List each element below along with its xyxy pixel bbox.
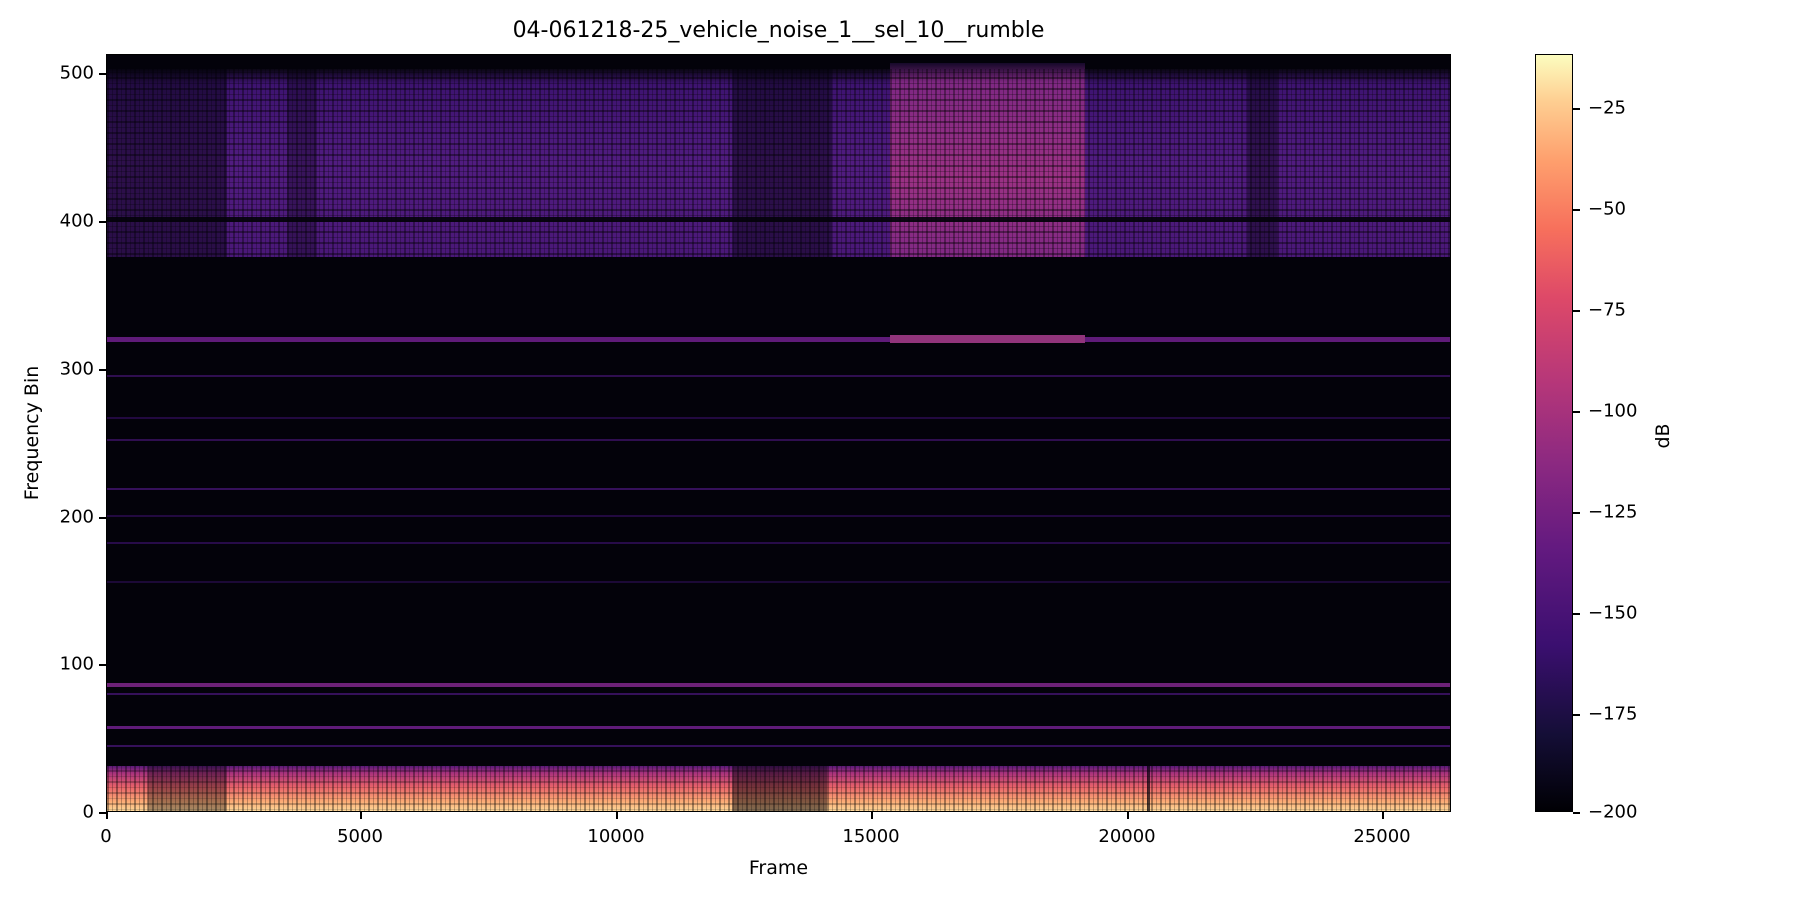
y-tick-mark: [99, 664, 106, 666]
y-tick-label: 400: [59, 210, 94, 232]
x-tick-mark: [1382, 812, 1384, 819]
colorbar-tick-mark: [1573, 209, 1580, 211]
x-tick-label: 10000: [587, 826, 645, 847]
colorbar-tick-mark: [1573, 512, 1580, 514]
x-tick-mark: [106, 812, 108, 819]
x-tick-label: 25000: [1353, 826, 1411, 847]
colorbar-tick-label: −125: [1588, 501, 1638, 523]
y-tick-mark: [99, 73, 106, 75]
colorbar-tick-mark: [1573, 411, 1580, 413]
x-tick-label: 0: [100, 826, 112, 847]
colorbar-tick-label: −150: [1588, 602, 1638, 624]
colorbar-tick-label: −100: [1588, 400, 1638, 422]
y-tick-label: 0: [82, 801, 94, 823]
y-tick-label: 300: [59, 358, 94, 380]
x-tick-mark: [1127, 812, 1129, 819]
spectrogram-image: [107, 55, 1450, 811]
colorbar-tick-label: −175: [1588, 703, 1638, 725]
chart-title: 04-061218-25_vehicle_noise_1__sel_10__ru…: [512, 18, 1045, 43]
colorbar-tick-label: −50: [1588, 198, 1626, 220]
y-tick-mark: [99, 369, 106, 371]
colorbar-tick-label: −75: [1588, 299, 1626, 321]
spectrogram-plot-area: [106, 54, 1451, 812]
colorbar-label: dB: [1652, 423, 1674, 449]
colorbar-tick-mark: [1573, 310, 1580, 312]
y-tick-mark: [99, 812, 106, 814]
y-tick-label: 100: [59, 653, 94, 675]
colorbar-tick-mark: [1573, 108, 1580, 110]
colorbar-tick-label: −200: [1588, 801, 1638, 823]
y-tick-label: 500: [59, 62, 94, 84]
colorbar-tick-label: −25: [1588, 97, 1626, 119]
y-axis-label: Frequency Bin: [21, 365, 43, 501]
y-tick-label: 200: [59, 506, 94, 528]
x-tick-label: 5000: [337, 826, 383, 847]
x-tick-mark: [871, 812, 873, 819]
colorbar-tick-mark: [1573, 613, 1580, 615]
y-tick-mark: [99, 517, 106, 519]
y-tick-mark: [99, 221, 106, 223]
x-axis-label: Frame: [748, 857, 809, 879]
x-tick-label: 20000: [1098, 826, 1156, 847]
x-tick-mark: [616, 812, 618, 819]
x-tick-mark: [360, 812, 362, 819]
colorbar-tick-mark: [1573, 812, 1580, 814]
colorbar: [1535, 54, 1573, 812]
x-tick-label: 15000: [842, 826, 900, 847]
colorbar-tick-mark: [1573, 714, 1580, 716]
